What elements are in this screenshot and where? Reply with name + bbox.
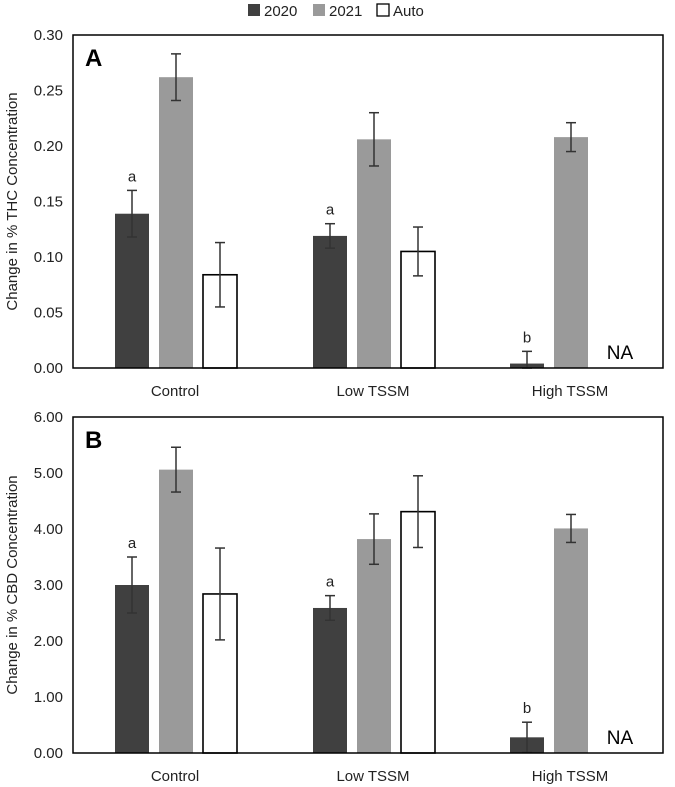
y-tick-label: 4.00 [34, 521, 63, 538]
bar-2020-low-tssm [313, 235, 347, 368]
legend: 2020 2021 Auto [248, 3, 424, 20]
y-tick-label: 0.25 [34, 83, 63, 100]
significance-letter: a [326, 574, 335, 591]
x-tick-label: High TSSM [532, 383, 608, 400]
bar-2021-low-tssm [357, 539, 391, 753]
significance-letter: b [523, 700, 531, 717]
y-tick-label: 0.00 [34, 745, 63, 762]
significance-letter: a [128, 535, 137, 552]
na-label: NA [607, 343, 634, 364]
chart-panel-b: 0.00 1.00 2.00 3.00 4.00 5.00 6.00 Change in % … [4, 409, 664, 785]
panel-letter: B [85, 427, 102, 454]
y-tick-label: 0.15 [34, 194, 63, 211]
y-axis-title: Change in % CBD Concentration [4, 475, 21, 694]
bar-auto-control [202, 273, 238, 369]
y-tick-label: 0.05 [34, 305, 63, 322]
legend-swatch-2020 [248, 4, 260, 16]
bar-2021-control [159, 469, 193, 753]
legend-swatch-auto [376, 3, 390, 17]
legend-label-auto: Auto [393, 3, 424, 20]
x-tick-label: Control [151, 768, 199, 785]
legend-label-2020: 2020 [264, 3, 297, 20]
plot-frame [72, 416, 664, 754]
bar-2021-low-tssm [357, 139, 391, 368]
y-tick-label: 1.00 [34, 689, 63, 706]
y-tick-label: 2.00 [34, 633, 63, 650]
x-tick-label: High TSSM [532, 768, 608, 785]
y-tick-label: 6.00 [34, 409, 63, 426]
legend-label-2021: 2021 [329, 3, 362, 20]
x-tick-label: Low TSSM [336, 768, 409, 785]
na-label: NA [607, 728, 634, 749]
panel-letter: A [85, 45, 102, 72]
bar-2021-high-tssm [554, 528, 588, 753]
significance-letter: a [128, 168, 137, 185]
plot-frame [72, 34, 664, 369]
y-tick-label: 3.00 [34, 577, 63, 594]
chart-panel-a: 0.00 0.05 0.10 0.15 0.20 0.25 0.30 Change in % … [4, 27, 664, 400]
significance-letter: a [326, 202, 335, 219]
significance-letter: b [523, 329, 531, 346]
legend-swatch-2021 [313, 4, 325, 16]
bar-2020-low-tssm [313, 607, 347, 753]
y-axis-title: Change in % THC Concentration [4, 92, 21, 310]
x-tick-label: Control [151, 383, 199, 400]
bar-2021-control [159, 77, 193, 369]
bar-2021-high-tssm [554, 137, 588, 368]
x-tick-label: Low TSSM [336, 383, 409, 400]
y-tick-label: 0.00 [34, 360, 63, 377]
bar-2020-control [115, 213, 149, 368]
y-tick-label: 5.00 [34, 465, 63, 482]
y-tick-label: 0.10 [34, 249, 63, 266]
y-tick-label: 0.20 [34, 138, 63, 155]
y-tick-label: 0.30 [34, 27, 63, 44]
